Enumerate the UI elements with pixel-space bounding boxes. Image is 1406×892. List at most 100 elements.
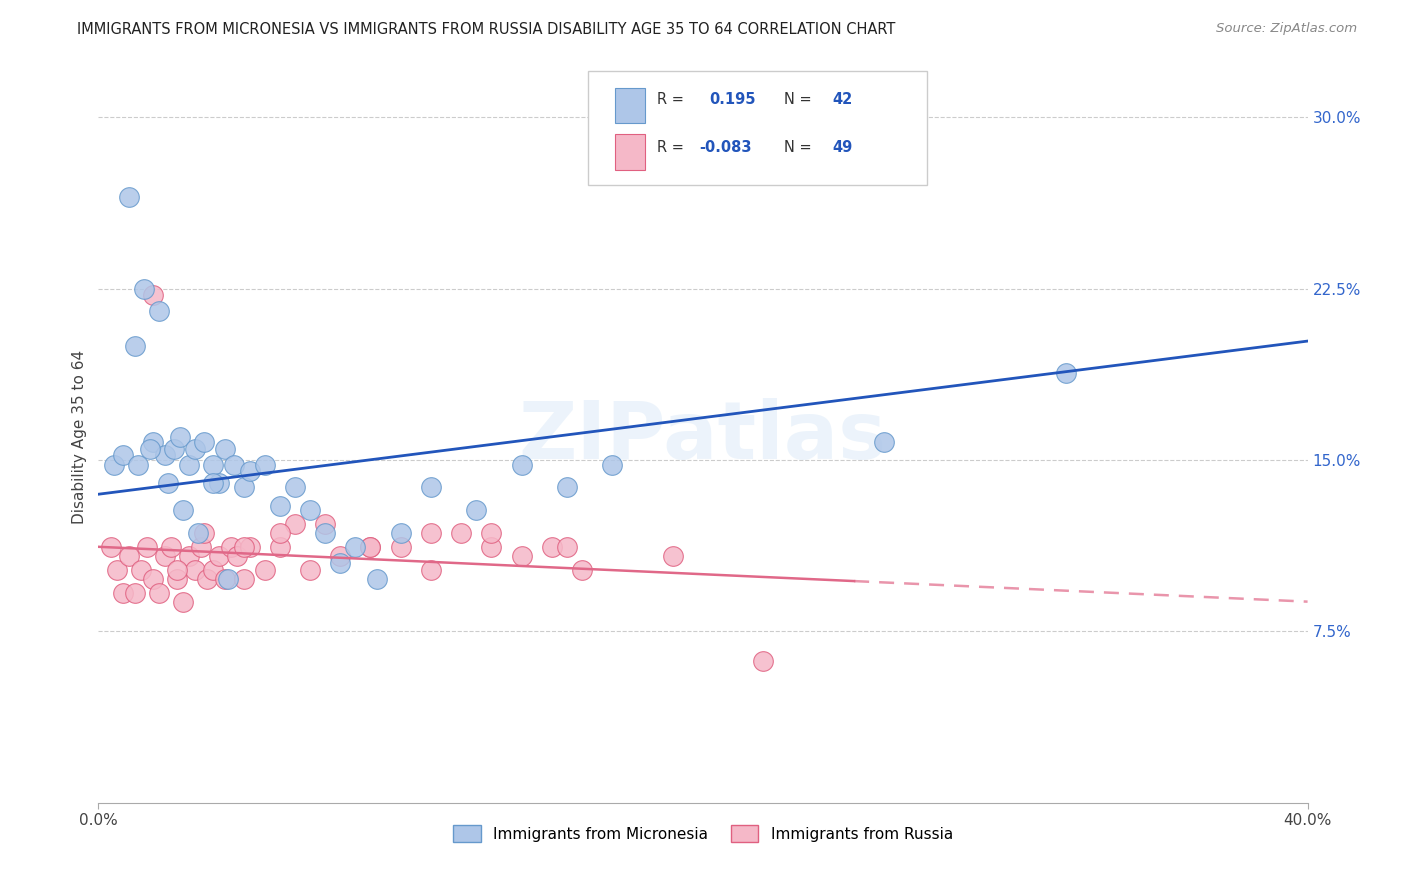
Point [555, 480, 578, 494]
Point [193, 434, 215, 449]
Point [344, 540, 367, 554]
Text: R =: R = [657, 140, 683, 155]
Point [103, 458, 125, 472]
Point [195, 572, 218, 586]
Point [284, 480, 307, 494]
Point [602, 458, 624, 472]
Point [389, 526, 412, 541]
Point [873, 434, 896, 449]
Point [153, 449, 176, 463]
Point [142, 572, 165, 586]
Point [555, 540, 578, 554]
Point [571, 563, 593, 577]
Point [202, 458, 225, 472]
Text: IMMIGRANTS FROM MICRONESIA VS IMMIGRANTS FROM RUSSIA DISABILITY AGE 35 TO 64 COR: IMMIGRANTS FROM MICRONESIA VS IMMIGRANTS… [77, 22, 896, 37]
Point [148, 304, 170, 318]
FancyBboxPatch shape [588, 71, 927, 185]
Text: 0.195: 0.195 [709, 92, 755, 107]
Point [163, 442, 186, 456]
Point [172, 595, 194, 609]
Point [190, 540, 212, 554]
Point [239, 540, 262, 554]
Text: Source: ZipAtlas.com: Source: ZipAtlas.com [1216, 22, 1357, 36]
Point [253, 458, 276, 472]
Point [465, 503, 488, 517]
Y-axis label: Disability Age 35 to 64: Disability Age 35 to 64 [72, 350, 87, 524]
Point [314, 516, 336, 531]
Point [111, 585, 134, 599]
Point [540, 540, 562, 554]
Point [184, 563, 207, 577]
Point [299, 503, 322, 517]
Point [450, 526, 472, 541]
Point [284, 516, 307, 531]
Point [232, 572, 254, 586]
Point [124, 338, 146, 352]
Point [360, 540, 382, 554]
Point [420, 526, 443, 541]
Text: N =: N = [785, 92, 811, 107]
Point [217, 572, 239, 586]
Point [269, 526, 291, 541]
Text: ZIPatlas: ZIPatlas [519, 398, 887, 476]
Point [299, 563, 322, 577]
Point [184, 442, 207, 456]
Point [221, 540, 243, 554]
Point [239, 464, 262, 478]
Text: 42: 42 [832, 92, 852, 107]
Point [202, 563, 225, 577]
Legend: Immigrants from Micronesia, Immigrants from Russia: Immigrants from Micronesia, Immigrants f… [446, 817, 960, 850]
Point [329, 556, 352, 570]
Point [132, 281, 155, 295]
Point [166, 563, 188, 577]
Point [166, 572, 188, 586]
Point [366, 572, 388, 586]
Point [148, 585, 170, 599]
Point [142, 434, 165, 449]
Point [314, 526, 336, 541]
Point [510, 549, 533, 563]
Point [118, 190, 141, 204]
Point [135, 540, 157, 554]
Point [224, 458, 246, 472]
Point [481, 540, 503, 554]
Point [214, 442, 236, 456]
Point [510, 458, 533, 472]
Bar [614, 88, 645, 123]
Point [160, 540, 183, 554]
Point [360, 540, 382, 554]
Point [208, 549, 231, 563]
Point [1054, 366, 1077, 380]
Point [118, 549, 141, 563]
Text: R =: R = [657, 92, 683, 107]
Point [193, 526, 215, 541]
Point [202, 475, 225, 490]
Point [481, 526, 503, 541]
Point [139, 442, 162, 456]
Point [179, 458, 201, 472]
Point [389, 540, 412, 554]
Point [232, 480, 254, 494]
Point [253, 563, 276, 577]
Point [752, 654, 775, 668]
Point [329, 549, 352, 563]
Point [124, 585, 146, 599]
Point [100, 540, 122, 554]
Bar [614, 135, 645, 169]
Point [269, 499, 291, 513]
Point [420, 563, 443, 577]
Point [179, 549, 201, 563]
Point [129, 563, 152, 577]
Point [187, 526, 209, 541]
Point [661, 549, 683, 563]
Point [420, 480, 443, 494]
Point [153, 549, 176, 563]
Point [226, 549, 249, 563]
Point [269, 540, 291, 554]
Point [142, 288, 165, 302]
Point [111, 449, 134, 463]
Point [232, 540, 254, 554]
Text: N =: N = [785, 140, 811, 155]
Point [208, 475, 231, 490]
Point [156, 475, 179, 490]
